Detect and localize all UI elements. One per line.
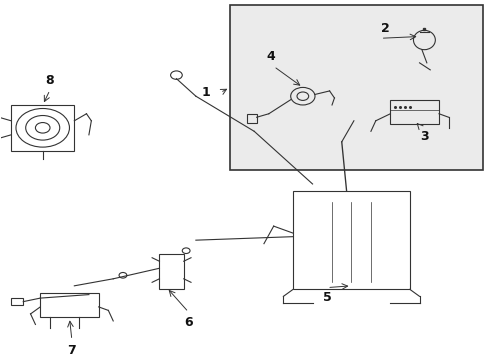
Text: 1: 1 — [202, 86, 210, 99]
Text: 5: 5 — [322, 291, 331, 304]
Bar — [229, 5, 482, 170]
Text: 8: 8 — [45, 75, 54, 87]
Text: 7: 7 — [67, 344, 76, 357]
Text: 4: 4 — [266, 50, 275, 63]
Bar — [292, 191, 409, 289]
Bar — [246, 114, 256, 122]
Bar — [40, 293, 99, 318]
Bar — [389, 100, 438, 124]
Bar — [11, 298, 23, 305]
Bar — [11, 105, 74, 150]
Text: 6: 6 — [184, 316, 192, 329]
Bar — [159, 254, 183, 289]
Text: 3: 3 — [419, 130, 428, 143]
Text: 2: 2 — [380, 22, 389, 35]
